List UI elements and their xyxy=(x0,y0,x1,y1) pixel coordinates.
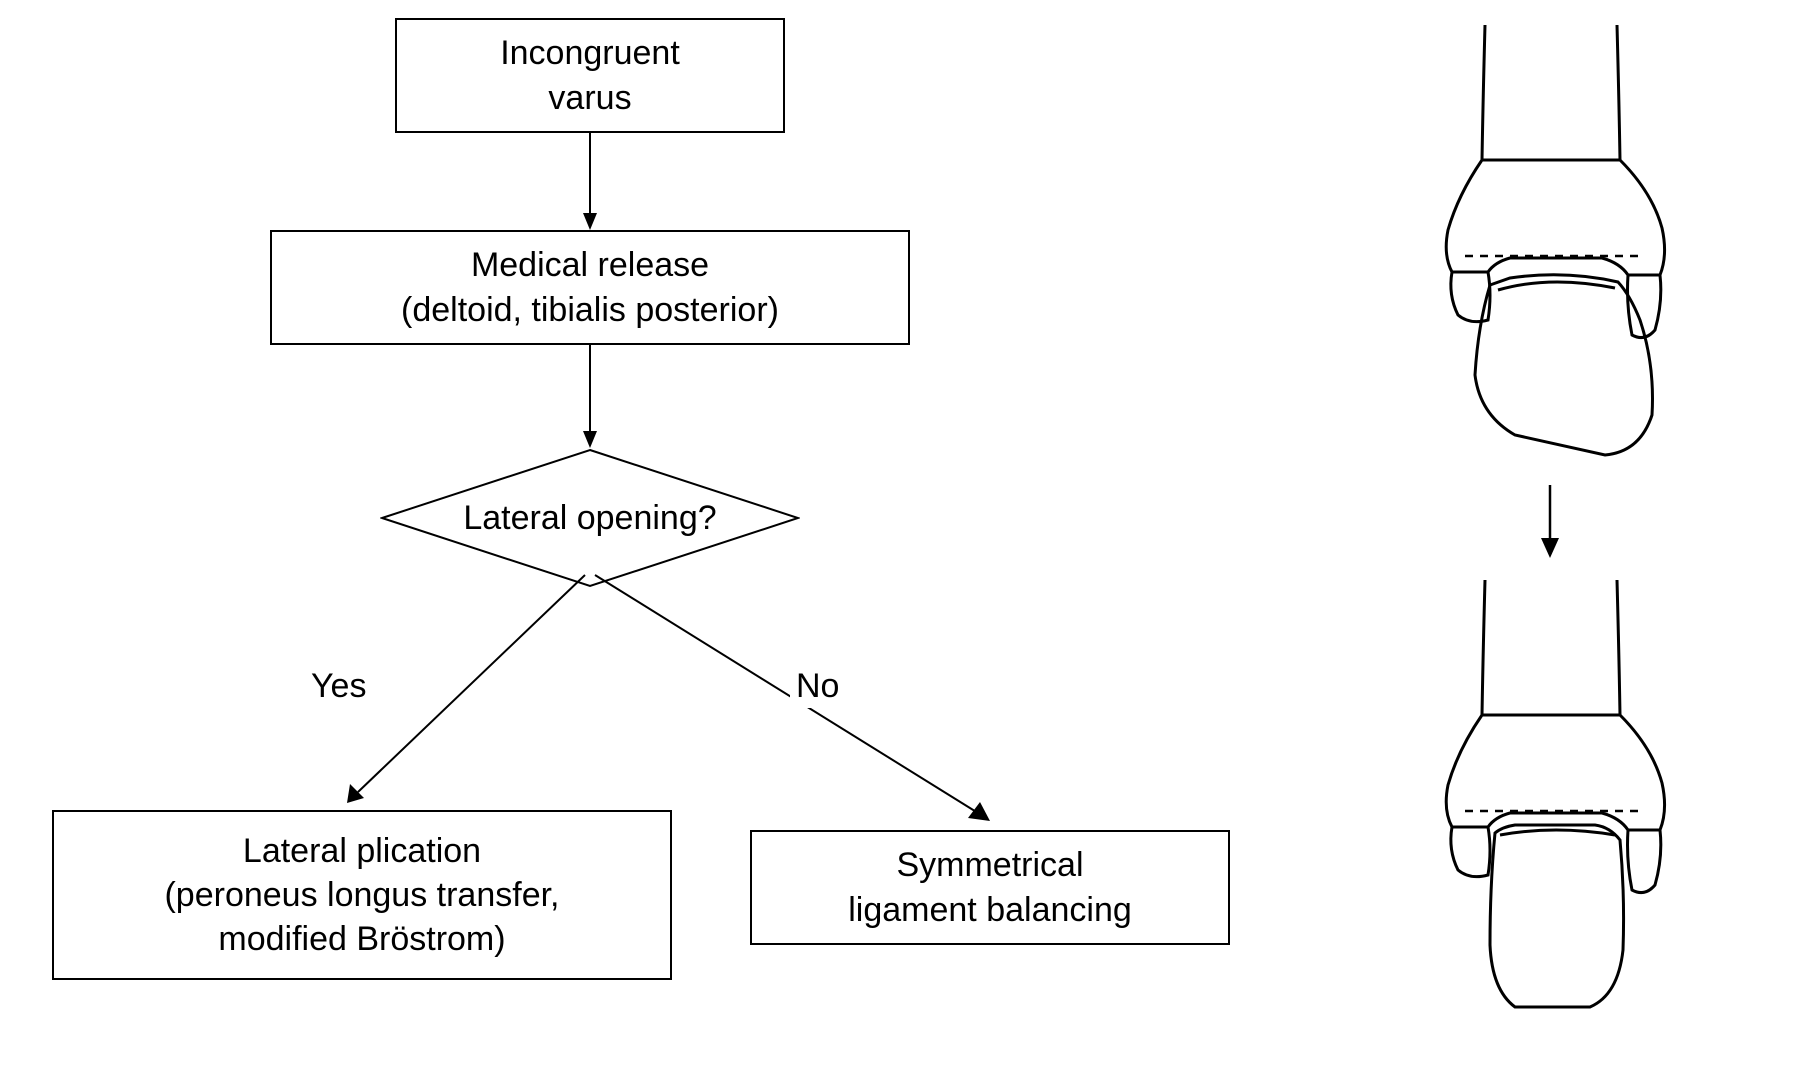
node-start: Incongruent varus xyxy=(395,18,785,133)
node-yes-result-line3: modified Bröstrom) xyxy=(218,920,505,958)
node-start-line1: Incongruent xyxy=(500,34,680,72)
node-release-line2: (deltoid, tibialis posterior) xyxy=(401,291,779,329)
node-release-line1: Medical release xyxy=(471,246,709,284)
node-release-text: Medical release (deltoid, tibialis poste… xyxy=(401,243,779,331)
flowchart: Incongruent varus Medical release (delto… xyxy=(0,0,1250,1069)
edge-label-yes: Yes xyxy=(305,665,372,708)
anatomy-bottom-bone xyxy=(1446,580,1664,1007)
anatomy-arrow xyxy=(1541,485,1559,558)
node-yes-result-text: Lateral plication (peroneus longus trans… xyxy=(164,829,559,962)
node-yes-result-line2: (peroneus longus transfer, xyxy=(164,876,559,914)
node-decision: Lateral opening? xyxy=(380,448,800,588)
anatomy-svg xyxy=(1340,20,1760,1050)
anatomy-illustration xyxy=(1340,20,1760,1050)
arrow-start-to-release xyxy=(580,133,600,233)
node-no-result: Symmetrical ligament balancing xyxy=(750,830,1230,945)
node-start-line2: varus xyxy=(548,79,631,117)
anatomy-top-bone xyxy=(1446,25,1664,455)
node-no-result-text: Symmetrical ligament balancing xyxy=(848,843,1132,931)
node-start-text: Incongruent varus xyxy=(500,31,680,119)
node-yes-result: Lateral plication (peroneus longus trans… xyxy=(52,810,672,980)
node-no-result-line1: Symmetrical xyxy=(896,846,1083,884)
edge-label-no: No xyxy=(790,665,845,708)
node-decision-text: Lateral opening? xyxy=(463,499,716,538)
node-yes-result-line1: Lateral plication xyxy=(243,832,481,870)
arrow-release-to-decision xyxy=(580,345,600,453)
node-no-result-line2: ligament balancing xyxy=(848,891,1132,929)
node-release: Medical release (deltoid, tibialis poste… xyxy=(270,230,910,345)
